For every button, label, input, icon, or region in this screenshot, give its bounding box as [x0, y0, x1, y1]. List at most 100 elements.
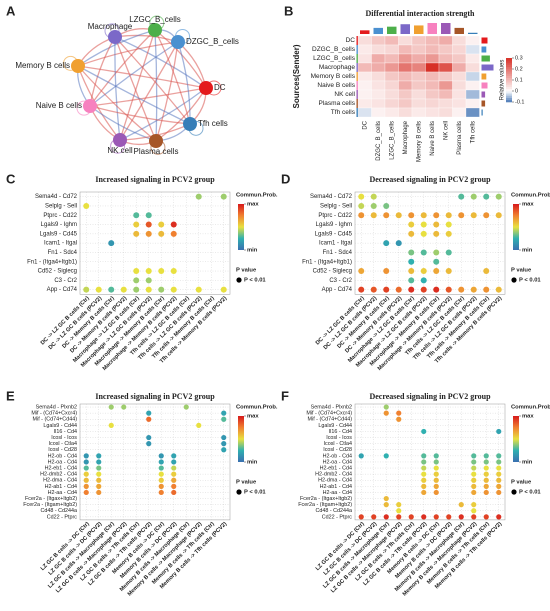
dot — [471, 483, 477, 489]
network-edge — [119, 29, 156, 141]
dot — [420, 268, 427, 275]
row-label: Fcer2a - (Itgam+Itgb2) — [298, 502, 352, 508]
dot — [96, 489, 102, 496]
dot — [496, 428, 502, 435]
row-sum-bar — [481, 64, 494, 71]
dot — [133, 212, 140, 219]
dot — [108, 240, 115, 247]
row-label: H2-ab1 - Cd4 — [45, 484, 77, 490]
row-label: H2-dmb2 - Cd4 — [315, 472, 352, 478]
legend-tick-label: max — [522, 414, 534, 420]
pvalue-dot — [236, 277, 242, 283]
dot — [483, 465, 489, 471]
row-label: Fn1 - Sdc4 — [323, 250, 353, 256]
col-label: Plasma cells — [457, 121, 463, 155]
heatmap-cell — [411, 107, 426, 118]
col-label: DC — [362, 120, 368, 129]
dot — [83, 202, 90, 209]
dot — [496, 465, 502, 471]
dot — [358, 193, 365, 200]
dot — [421, 465, 427, 471]
heatmap-cell — [425, 71, 440, 82]
dot — [433, 212, 440, 219]
dot — [170, 268, 177, 275]
dot — [158, 483, 164, 489]
row-label: H2-eb1 - Cd4 — [320, 465, 352, 471]
dot — [370, 212, 377, 219]
dot — [421, 489, 427, 496]
dot — [108, 286, 115, 293]
row-label: Fn1 - Sdc4 — [48, 250, 78, 256]
network-node — [113, 133, 127, 147]
legend-tick-label: max — [247, 414, 259, 420]
row-label: Icosl - Ctla4 — [49, 441, 77, 447]
dot — [83, 453, 89, 459]
dot — [495, 193, 502, 200]
row-label: DZGC_B_cells — [312, 46, 356, 53]
heatmap-cell — [371, 62, 386, 73]
row-label: H2-oa - Cd4 — [48, 459, 77, 465]
dot — [446, 514, 452, 520]
pvalue-label: P < 0.01 — [244, 490, 266, 496]
dot — [383, 404, 389, 410]
heatmap-cell — [371, 53, 386, 64]
legend-tick-label: max — [522, 202, 534, 208]
legend-title: Commun.Prob. — [236, 193, 278, 199]
dot — [358, 453, 364, 459]
network-edge — [154, 29, 191, 125]
dot — [496, 453, 502, 459]
legend-gradient — [506, 62, 512, 65]
network-edge — [89, 29, 156, 107]
heatmap-cell — [398, 53, 413, 64]
heatmap-cell — [465, 35, 480, 46]
dot — [358, 514, 364, 520]
network-edge — [77, 65, 207, 89]
row-label: H2-eb1 - Cd4 — [45, 465, 77, 471]
legend-tick-label: 0.2 — [515, 66, 523, 72]
dot — [483, 477, 489, 483]
heatmap-cell — [452, 80, 467, 91]
row-label: Lgals9 - Ighm — [41, 222, 77, 228]
dot — [83, 477, 89, 483]
dot — [158, 230, 165, 237]
dot — [83, 489, 89, 496]
dot — [171, 459, 177, 465]
panel-title: Increased signaling in PCV2 group — [95, 175, 215, 184]
dot — [120, 286, 127, 293]
dot — [445, 212, 452, 219]
heatmap-cell — [357, 53, 372, 64]
dot — [496, 471, 502, 477]
dot — [383, 286, 390, 293]
dot — [471, 465, 477, 471]
row-label: Sema4d - Cd72 — [35, 194, 78, 200]
row-label: Icosl - Ctla4 — [324, 441, 352, 447]
dot — [445, 286, 452, 293]
pvalue-label: P < 0.01 — [244, 278, 266, 284]
pvalue-label: P < 0.01 — [519, 278, 541, 284]
dot — [133, 277, 140, 284]
dot — [146, 441, 152, 447]
dot — [171, 483, 177, 489]
legend-title: Commun.Prob. — [511, 405, 550, 411]
row-color — [356, 81, 358, 90]
heatmap-cell — [438, 62, 453, 73]
network-node — [199, 81, 213, 95]
dot — [220, 286, 227, 293]
row-label: C3 - Cr2 — [54, 278, 77, 284]
row-color — [356, 99, 358, 108]
panel-title: Decreased signaling in PCV2 group — [369, 392, 491, 401]
heatmap-cell — [398, 35, 413, 46]
dot — [145, 286, 152, 293]
row-label: Fcer2a - (Itgax+Itgb2) — [25, 496, 77, 502]
dot — [408, 277, 415, 284]
heatmap-cell — [425, 44, 440, 55]
node-label: Macrophage — [88, 22, 133, 31]
dot — [495, 212, 502, 219]
heatmap-cell — [384, 62, 399, 73]
legend-gradient — [506, 66, 512, 70]
heatmap-cell — [384, 53, 399, 64]
network-node — [149, 134, 163, 148]
legend-gradient — [506, 84, 512, 87]
